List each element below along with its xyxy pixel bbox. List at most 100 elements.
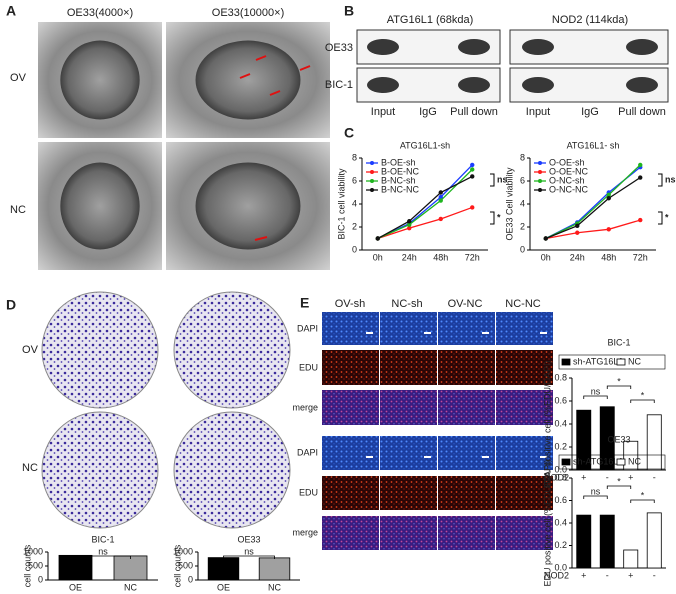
plate <box>41 291 159 409</box>
y-tick-label: 2 <box>520 221 525 231</box>
annotation: * <box>617 476 621 486</box>
data-point <box>438 216 443 222</box>
fluorescence-image <box>380 516 437 550</box>
annotation: ns <box>665 174 676 184</box>
legend-swatch <box>616 358 626 366</box>
fluorescence-image <box>380 476 437 510</box>
row-label: NC <box>22 462 38 474</box>
annotation: ns <box>497 174 508 184</box>
legend-label: B-OE-sh <box>381 157 416 167</box>
protein-label: ATG16L1 (68kda) <box>387 14 474 26</box>
x-tick-label: OE <box>69 582 82 592</box>
blot-band <box>626 39 658 55</box>
fluorescence-image <box>322 350 379 385</box>
data-point <box>543 236 548 241</box>
scale-bar <box>540 456 547 458</box>
y-tick-label: 6 <box>520 175 525 185</box>
y-tick-label: 0.8 <box>554 372 567 382</box>
bar <box>646 414 662 471</box>
x-tick-label: + <box>581 472 586 482</box>
panel-label: B <box>344 3 354 19</box>
x-tick-label: 72h <box>633 252 648 262</box>
legend-box <box>558 354 666 370</box>
fluorescence-image <box>496 476 553 510</box>
bracket <box>630 499 655 503</box>
x-tick-label: OE <box>217 582 230 592</box>
legend-swatch <box>561 358 571 366</box>
blot-band <box>367 77 399 93</box>
x-tick-label: NC <box>268 582 281 592</box>
blot-band <box>458 77 490 93</box>
legend-swatch <box>561 458 571 466</box>
series-line <box>545 177 641 240</box>
x-row-label: NOD2 <box>544 570 569 580</box>
column-label: OV-sh <box>335 298 366 310</box>
blot-band <box>626 77 658 93</box>
chart-title: OE33 <box>237 534 260 544</box>
x-tick-label: - <box>653 472 656 482</box>
y-tick-label: 0.4 <box>554 517 567 527</box>
legend-swatch <box>538 170 542 174</box>
bracket <box>658 173 663 187</box>
legend-swatch <box>616 458 626 466</box>
lane-label: Input <box>526 106 550 118</box>
legend-box <box>558 454 666 470</box>
data-point <box>606 227 611 232</box>
x-tick-label: - <box>606 570 609 580</box>
row-label: OE33 <box>325 42 353 54</box>
x-tick-label: + <box>628 570 633 580</box>
scale-bar <box>424 332 431 334</box>
scale-bar <box>540 332 547 334</box>
scale-bar <box>366 332 373 334</box>
x-row-label: NOD2 <box>544 472 569 482</box>
x-tick-label: 0h <box>541 252 551 262</box>
data-point <box>407 222 412 227</box>
y-axis-label: OE33 Cell viability <box>504 167 514 241</box>
data-point <box>375 236 380 241</box>
fluorescence-image <box>322 390 379 425</box>
em-cell <box>195 162 301 250</box>
fluorescence-image <box>438 476 495 510</box>
bar <box>623 440 639 471</box>
fluorescence-image <box>496 436 553 470</box>
blot-band <box>458 39 490 55</box>
y-tick-label: 0.0 <box>554 562 567 572</box>
legend-swatch <box>370 161 374 165</box>
panel-label: A <box>6 3 16 19</box>
x-tick-label: + <box>628 472 633 482</box>
data-point <box>470 162 475 168</box>
chart-title: ATG16L1-sh <box>400 140 450 150</box>
y-tick-label: 0 <box>352 244 357 254</box>
lane-label: Pull down <box>618 106 666 118</box>
legend-label: O-NC-NC <box>549 184 588 194</box>
legend-swatch <box>538 179 542 183</box>
blot-band <box>367 39 399 55</box>
figure-images <box>38 22 669 550</box>
legend-label: O-NC-sh <box>549 175 585 185</box>
protein-label: NOD2 (114kda) <box>552 14 628 26</box>
y-tick-label: 0.6 <box>554 395 567 405</box>
bar <box>258 557 291 581</box>
panel-label: D <box>6 297 16 313</box>
bracket <box>75 555 131 559</box>
y-tick-label: 0 <box>38 574 43 584</box>
data-point <box>470 174 475 179</box>
legend-label: B-OE-NC <box>381 166 420 176</box>
y-tick-label: 0.6 <box>554 495 567 505</box>
annotation: ns <box>244 546 254 556</box>
y-tick-label: 0.0 <box>554 464 567 474</box>
fluorescence-image <box>438 516 495 550</box>
annotation: ns <box>591 386 601 396</box>
legend-swatch <box>538 161 542 165</box>
lane-label: Pull down <box>450 106 498 118</box>
data-point <box>438 198 443 203</box>
y-tick-label: 1000 <box>23 546 43 556</box>
row-label: merge <box>292 527 318 537</box>
column-label: NC-sh <box>391 298 422 310</box>
annotation: * <box>665 212 669 222</box>
row-label: OV <box>22 344 39 356</box>
fluorescence-image <box>496 390 553 425</box>
data-point <box>470 205 475 210</box>
